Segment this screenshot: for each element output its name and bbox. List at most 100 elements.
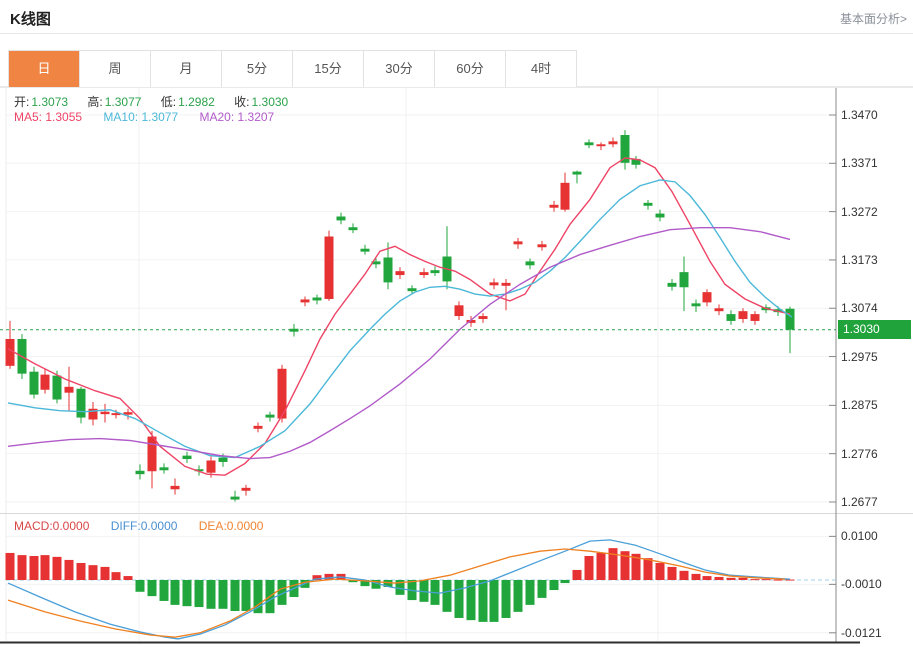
candle xyxy=(667,282,677,287)
candle xyxy=(206,460,216,473)
macd-bar xyxy=(135,580,145,592)
candle xyxy=(383,257,393,283)
macd-bar xyxy=(76,562,86,580)
macd-bar xyxy=(147,580,157,597)
close-label: 收: xyxy=(234,95,250,109)
tab-30min[interactable]: 30分 xyxy=(364,51,435,87)
macd-bar xyxy=(537,580,547,598)
candle xyxy=(76,388,86,418)
candle xyxy=(182,455,192,460)
macd-bar xyxy=(88,565,98,580)
macd-bar xyxy=(773,579,783,581)
candle xyxy=(691,303,701,307)
macd-bar xyxy=(738,577,748,580)
macd-bar xyxy=(348,580,358,583)
macd-bar xyxy=(312,575,322,580)
open-label: 开: xyxy=(14,95,30,109)
macd-bar xyxy=(29,555,39,580)
candle xyxy=(253,425,263,429)
macd-tick-label: -0.0121 xyxy=(841,625,882,640)
macd-bar xyxy=(667,566,677,580)
candle xyxy=(29,371,39,395)
ohlc-readout: 开: 1.3073 高: 1.3077 低: 1.2982 收: 1.3030 xyxy=(14,93,304,110)
candle xyxy=(159,467,169,471)
macd-bar xyxy=(525,580,535,605)
tab-5min[interactable]: 5分 xyxy=(222,51,293,87)
price-tick-label: 1.3074 xyxy=(841,301,878,316)
fundamental-analysis-link[interactable]: 基本面分析> xyxy=(839,12,907,26)
macd-bar xyxy=(324,573,334,580)
ma20-value: 1.3207 xyxy=(237,110,275,124)
macd-bar xyxy=(419,580,429,602)
candle xyxy=(525,261,535,266)
ma10-line xyxy=(7,179,793,459)
macd-bar xyxy=(241,580,251,611)
candle xyxy=(147,436,157,472)
ma20-line xyxy=(7,227,791,460)
ma20-label: MA20: xyxy=(199,110,235,124)
tab-week[interactable]: 周 xyxy=(80,51,151,87)
macd-bar xyxy=(572,569,582,580)
candle xyxy=(430,270,440,274)
candle xyxy=(714,308,724,312)
candle xyxy=(466,319,476,323)
macd-bar xyxy=(750,579,760,581)
tab-4hour[interactable]: 4时 xyxy=(506,51,576,87)
macd-bar xyxy=(170,580,180,605)
macd-bar xyxy=(501,580,511,618)
tab-60min[interactable]: 60分 xyxy=(435,51,506,87)
macd-bar xyxy=(218,580,228,609)
candle xyxy=(40,374,50,390)
candle xyxy=(348,227,358,231)
macd-tick-label: -0.0010 xyxy=(841,577,882,592)
candle xyxy=(655,213,665,218)
macd-bar xyxy=(584,555,594,580)
candle xyxy=(549,204,559,208)
macd-bar xyxy=(785,579,795,581)
macd-bar xyxy=(194,580,204,608)
candle xyxy=(230,496,240,500)
macd-bar xyxy=(123,576,133,580)
candle xyxy=(371,261,381,265)
candle xyxy=(608,141,618,145)
candle xyxy=(596,144,606,147)
macd-readout: MACD:0.0000 DIFF:0.0000 DEA:0.0000 xyxy=(14,519,281,533)
ma5-line xyxy=(7,157,791,476)
candle xyxy=(620,135,630,163)
tab-day[interactable]: 日 xyxy=(9,51,80,87)
price-tick-label: 1.3272 xyxy=(841,204,878,219)
macd-bar xyxy=(100,566,110,580)
candle xyxy=(123,412,133,415)
macd-bar xyxy=(5,552,15,580)
candle xyxy=(241,487,251,491)
macd-bar xyxy=(655,562,665,580)
macd-bar xyxy=(489,580,499,622)
ma5-value: 1.3055 xyxy=(45,110,83,124)
macd-bar xyxy=(360,580,370,587)
diff-label: DIFF: xyxy=(110,519,141,533)
macd-bar xyxy=(761,579,771,581)
tab-month[interactable]: 月 xyxy=(151,51,222,87)
candle xyxy=(702,292,712,303)
macd-bar xyxy=(40,555,50,580)
macd-bar xyxy=(371,580,381,589)
macd-bar xyxy=(714,576,724,580)
candle xyxy=(738,311,748,319)
macd-bar xyxy=(549,580,559,591)
ma-readout: MA5: 1.3055 MA10: 1.3077 MA20: 1.3207 xyxy=(14,110,292,124)
candle xyxy=(726,314,736,321)
candle xyxy=(537,244,547,248)
candle xyxy=(100,411,110,415)
candle xyxy=(360,248,370,252)
header-divider xyxy=(0,33,913,34)
tab-15min[interactable]: 15分 xyxy=(293,51,364,87)
macd-bar xyxy=(691,573,701,580)
diff-value: 0.0000 xyxy=(140,519,178,533)
dea-line xyxy=(7,548,786,638)
candle xyxy=(454,305,464,317)
candle xyxy=(501,282,511,286)
candle xyxy=(631,158,641,165)
macd-bar xyxy=(206,580,216,609)
macd-bar xyxy=(560,580,570,584)
